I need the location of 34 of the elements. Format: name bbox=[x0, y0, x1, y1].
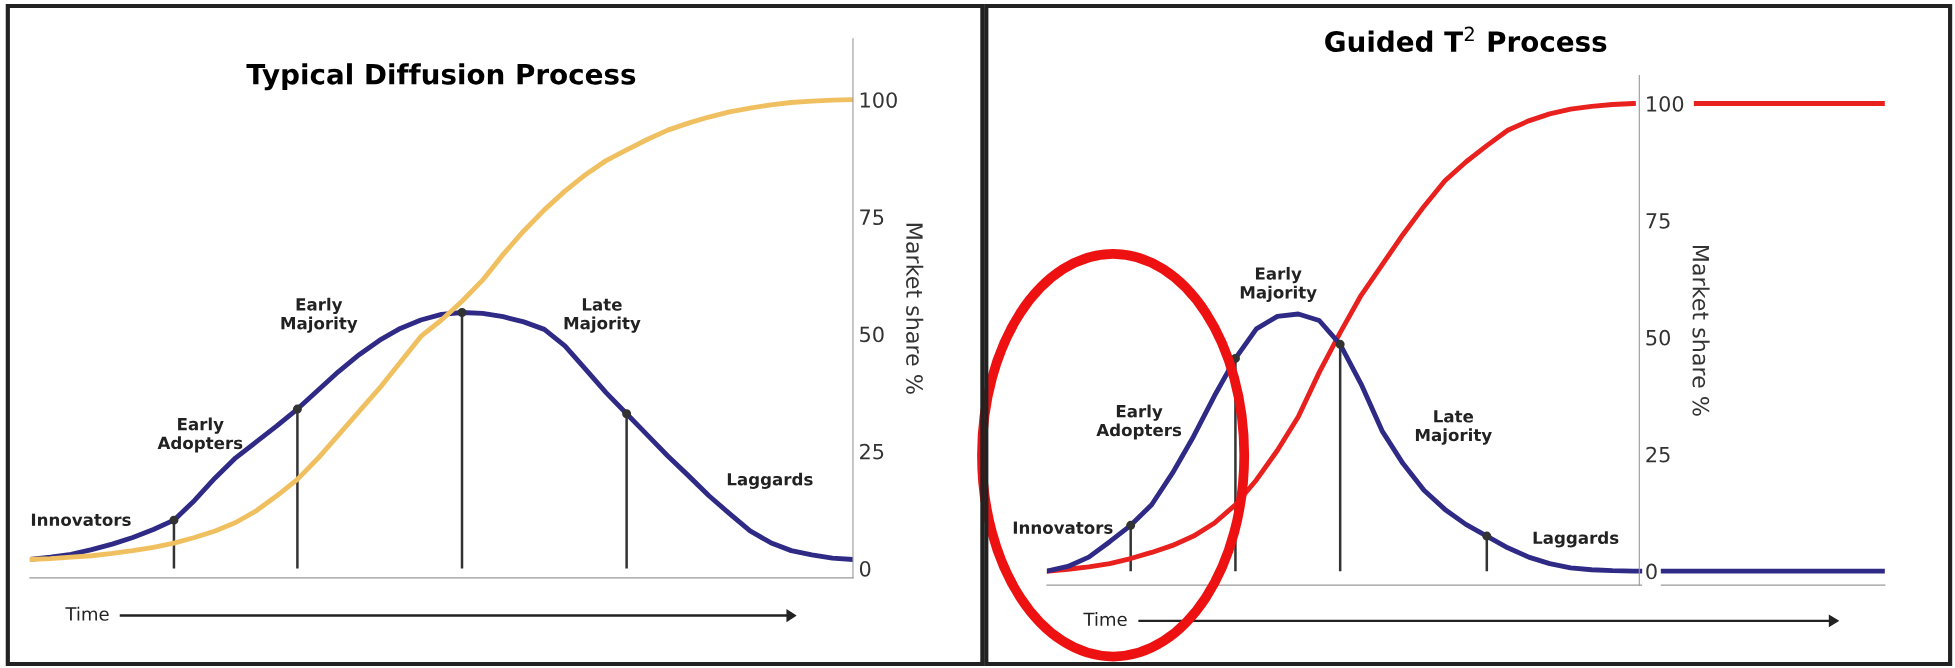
y-tick-label: 0 bbox=[1646, 563, 1657, 580]
annotation: Late Majority bbox=[564, 298, 641, 333]
y-tick-label: 100 bbox=[1647, 95, 1684, 112]
line-series bbox=[29, 97, 853, 562]
x-axis-title: Time bbox=[65, 606, 109, 621]
text: Typical Diffusion Process bbox=[246, 63, 636, 91]
y-axis-title: Market share % bbox=[906, 223, 924, 394]
y-tick-label: 0 bbox=[859, 560, 871, 577]
y-tick-label: 25 bbox=[860, 443, 884, 460]
point bbox=[1126, 520, 1136, 530]
annotation: Innovators bbox=[31, 513, 131, 527]
chart-title: Guided T$^{2}$ Process bbox=[1325, 26, 1607, 53]
point bbox=[457, 308, 467, 318]
x-axis-title: Time bbox=[1083, 612, 1127, 627]
point bbox=[1335, 339, 1345, 349]
y-tick-label: 25 bbox=[1646, 446, 1670, 463]
annotation: Innovators bbox=[1013, 521, 1113, 534]
annotation: Early Adopters bbox=[157, 417, 243, 453]
point bbox=[1482, 531, 1492, 541]
point bbox=[292, 404, 302, 414]
annotation: Late Majority bbox=[1415, 410, 1492, 445]
annotation: Laggards bbox=[727, 472, 813, 489]
y-tick-label: 75 bbox=[1646, 213, 1670, 229]
annotation: Early Majority bbox=[281, 297, 358, 333]
y-tick-label: 100 bbox=[860, 92, 897, 108]
y-tick-label: 50 bbox=[860, 326, 884, 343]
annotation: Early Adopters bbox=[1096, 404, 1182, 440]
annotation: Laggards bbox=[1533, 531, 1619, 548]
point bbox=[622, 409, 632, 419]
y-tick-label: 75 bbox=[860, 209, 884, 226]
point bbox=[169, 515, 179, 525]
y-axis-title: Market share % bbox=[1692, 245, 1710, 416]
y-tick-label: 50 bbox=[1646, 329, 1670, 346]
annotation: Early Majority bbox=[1240, 266, 1317, 302]
